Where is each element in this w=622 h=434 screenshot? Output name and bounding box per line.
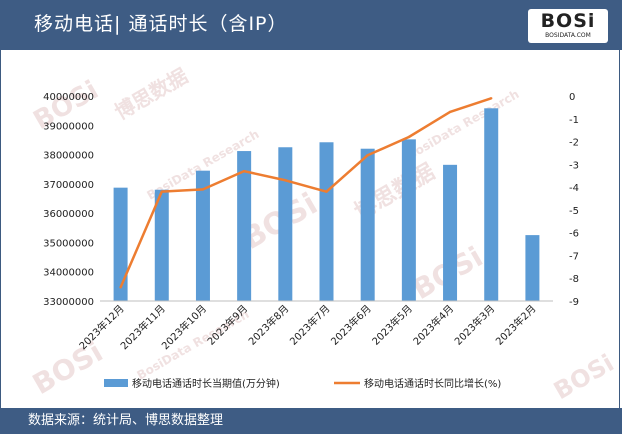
- x-axis: 2023年12月2023年11月2023年10月2023年9月2023年8月20…: [76, 300, 553, 352]
- line-point: [366, 154, 369, 157]
- y-left-tick-label: 39000000: [43, 121, 94, 132]
- bar: [113, 187, 128, 301]
- x-tick-label: 2023年7月: [287, 302, 333, 348]
- watermark-text: BOSi: [549, 349, 619, 405]
- page-title: 移动电话| 通话时长（含IP）: [34, 13, 288, 35]
- bar: [443, 164, 458, 301]
- y-right-tick-label: -8: [569, 274, 579, 285]
- logo-text: BOSi: [540, 10, 596, 32]
- line-point: [119, 286, 122, 289]
- header-bar: 移动电话| 通话时长（含IP） BOSi BOSIDATA.COM: [0, 0, 622, 50]
- line-point: [325, 190, 328, 193]
- legend: 移动电话通话时长当期值(万分钟) 移动电话通话时长同比增长(%): [104, 377, 501, 390]
- legend-label-bar: 移动电话通话时长当期值(万分钟): [132, 377, 280, 390]
- data-source: 数据来源：统计局、博思数据整理: [28, 413, 224, 428]
- logo-subtext: BOSIDATA.COM: [545, 32, 591, 39]
- line-path: [119, 97, 492, 288]
- x-tick-label: 2023年9月: [204, 302, 250, 348]
- x-tick-label: 2023年3月: [452, 302, 498, 348]
- y-right-tick-label: -4: [569, 183, 579, 194]
- x-tick-label: 2023年8月: [246, 302, 292, 348]
- y-left-tick-label: 37000000: [43, 180, 94, 191]
- brand-logo: BOSi BOSIDATA.COM: [528, 9, 608, 43]
- line-point: [284, 179, 287, 182]
- y-axis-right: -9 -8 -7 -6 -5 -4 -3 -2 -1 0: [569, 92, 579, 308]
- y-right-tick-label: -7: [569, 251, 579, 262]
- line-point: [160, 190, 163, 193]
- bar: [401, 139, 416, 301]
- y-right-tick-label: -1: [569, 115, 579, 126]
- line-series: [119, 97, 493, 289]
- legend-swatch-bar: [104, 379, 128, 387]
- y-left-tick-label: 35000000: [43, 238, 94, 249]
- line-point: [242, 169, 246, 173]
- legend-label-line: 移动电话通话时长同比增长(%): [364, 377, 501, 390]
- y-right-tick-label: -5: [569, 206, 579, 217]
- x-tick-label: 2023年2月: [493, 302, 539, 348]
- y-right-tick-label: -9: [569, 297, 579, 308]
- bar: [360, 148, 375, 301]
- bar: [319, 142, 334, 301]
- bar: [278, 147, 293, 301]
- watermark-text: 博思数据: [111, 64, 192, 125]
- line-point: [490, 97, 493, 100]
- bar: [525, 235, 540, 301]
- y-right-tick-label: -6: [569, 229, 579, 240]
- y-axis-left: 33000000 34000000 35000000 36000000 37000000…: [43, 92, 94, 308]
- combo-chart: BOSi博思数据BOSi博思数据BOSiBOSiBOSiBosiData Res…: [27, 64, 619, 406]
- x-tick-label: 2023年6月: [328, 302, 374, 348]
- bar: [484, 108, 499, 301]
- bar: [154, 189, 169, 301]
- y-left-tick-label: 33000000: [43, 297, 94, 308]
- watermark-subtext: BosiData Research: [405, 87, 522, 163]
- y-left-tick-label: 34000000: [43, 268, 94, 279]
- y-left-tick-label: 38000000: [43, 151, 94, 162]
- bar: [237, 151, 252, 301]
- bar: [195, 170, 210, 301]
- y-right-tick-label: -3: [569, 160, 579, 171]
- y-right-tick-label: 0: [569, 92, 575, 103]
- y-right-tick-label: -2: [569, 138, 579, 149]
- line-point: [448, 110, 452, 114]
- line-point: [407, 135, 411, 139]
- x-tick-label: 2023年5月: [369, 302, 415, 348]
- x-tick-label: 2023年4月: [410, 302, 456, 348]
- y-left-tick-label: 40000000: [43, 92, 94, 103]
- watermark-text: BOSi: [27, 335, 108, 401]
- footer-bar: 数据来源：统计局、博思数据整理: [0, 408, 622, 434]
- y-left-tick-label: 36000000: [43, 209, 94, 220]
- line-point: [201, 188, 205, 191]
- bar-series: [113, 108, 540, 301]
